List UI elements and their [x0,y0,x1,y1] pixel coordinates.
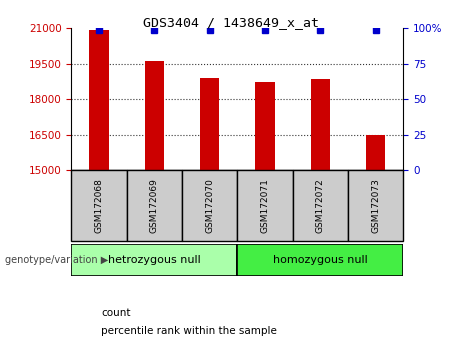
Bar [237,244,403,276]
Text: GSM172069: GSM172069 [150,178,159,233]
Bar [71,170,127,241]
Bar [311,79,330,170]
Bar [255,82,275,170]
Text: GSM172073: GSM172073 [371,178,380,233]
Bar [237,170,293,241]
Bar [89,29,109,170]
Bar [145,61,164,170]
Text: GDS3404 / 1438649_x_at: GDS3404 / 1438649_x_at [142,16,319,29]
Bar [200,78,219,170]
Text: GSM172068: GSM172068 [95,178,104,233]
Bar [71,244,237,276]
Text: count: count [101,308,131,318]
Bar [293,170,348,241]
Bar [366,135,385,170]
Bar [348,170,403,241]
Text: homozygous null: homozygous null [273,255,368,265]
Text: GSM172072: GSM172072 [316,178,325,233]
Text: percentile rank within the sample: percentile rank within the sample [101,326,278,336]
Text: genotype/variation ▶: genotype/variation ▶ [5,255,108,265]
Text: GSM172070: GSM172070 [205,178,214,233]
Bar [127,170,182,241]
Text: GSM172071: GSM172071 [260,178,270,233]
Text: hetrozygous null: hetrozygous null [108,255,201,265]
Bar [182,170,237,241]
